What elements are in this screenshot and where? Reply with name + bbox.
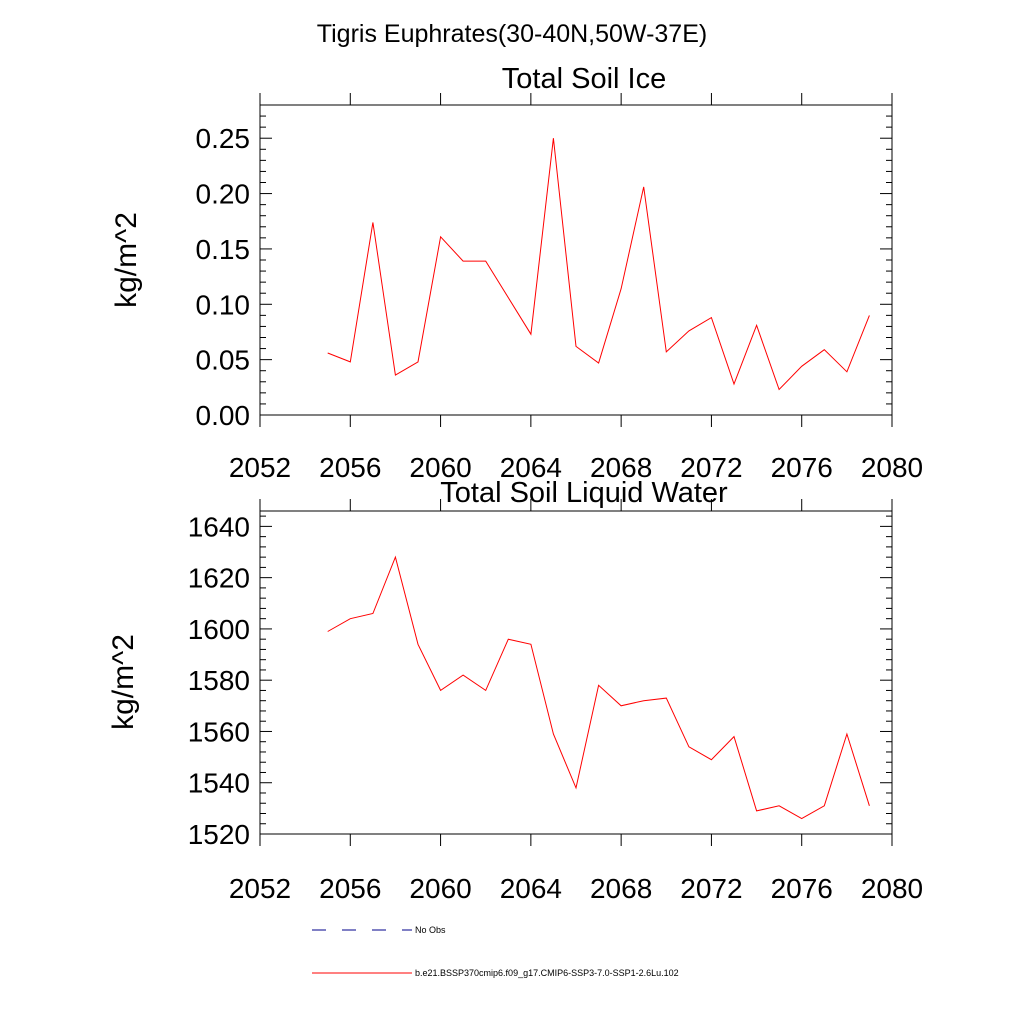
y-axis-label: kg/m^2 xyxy=(110,212,143,308)
figure-title: Tigris Euphrates(30-40N,50W-37E) xyxy=(317,20,707,48)
y-tick-label: 0.20 xyxy=(196,179,251,210)
plot-frame xyxy=(259,510,893,835)
x-tick-label: 2064 xyxy=(500,452,562,483)
x-tick-label: 2056 xyxy=(319,873,381,904)
y-tick-label: 1620 xyxy=(188,563,250,594)
x-tick-label: 2052 xyxy=(229,873,291,904)
legend-label-no-obs: No Obs xyxy=(415,925,446,935)
legend: No Obs b.e21.BSSP370cmip6.f09_g17.CMIP6-… xyxy=(312,925,679,978)
x-tick-label: 2068 xyxy=(590,452,652,483)
series-line xyxy=(327,555,870,820)
y-axis-label: kg/m^2 xyxy=(107,634,140,730)
y-tick-label: 1520 xyxy=(188,819,250,850)
x-tick-label: 2080 xyxy=(861,873,923,904)
panel-title: Total Soil Ice xyxy=(502,63,666,95)
panel-total-soil-ice: 2052 2056 2060 2064 2068 2072 2076 2080 0.00 0.05… xyxy=(110,63,923,483)
x-tick-label: 2064 xyxy=(500,873,562,904)
y-tick-label: 1580 xyxy=(188,665,250,696)
y-tick-label: 0.10 xyxy=(196,289,251,320)
legend-label-model: b.e21.BSSP370cmip6.f09_g17.CMIP6-SSP3-7.… xyxy=(415,968,679,978)
x-tick-label: 2076 xyxy=(771,873,833,904)
panel-total-soil-liquid-water: 2052 2056 2060 2064 2068 2072 2076 2080 1520 1540… xyxy=(107,477,923,904)
y-tick-label: 1540 xyxy=(188,768,250,799)
x-tick-label: 2060 xyxy=(409,873,471,904)
y-tick-label: 1560 xyxy=(188,716,250,747)
y-tick-label: 0.00 xyxy=(196,400,251,431)
x-tick-label: 2080 xyxy=(861,452,923,483)
y-tick-label: 0.15 xyxy=(196,234,251,265)
series-line xyxy=(327,138,870,391)
x-tick-label: 2068 xyxy=(590,873,652,904)
y-tick-label: 0.25 xyxy=(196,123,251,154)
x-tick-label: 2060 xyxy=(409,452,471,483)
x-tick-label: 2056 xyxy=(319,452,381,483)
x-tick-label: 2072 xyxy=(680,452,742,483)
plot-frame xyxy=(259,104,893,416)
y-tick-label: 0.05 xyxy=(196,345,251,376)
x-tick-label: 2076 xyxy=(771,452,833,483)
x-tick-label: 2052 xyxy=(229,452,291,483)
y-tick-label: 1640 xyxy=(188,511,250,542)
x-tick-label: 2072 xyxy=(680,873,742,904)
panel-title: Total Soil Liquid Water xyxy=(440,477,728,509)
y-tick-label: 1600 xyxy=(188,614,250,645)
